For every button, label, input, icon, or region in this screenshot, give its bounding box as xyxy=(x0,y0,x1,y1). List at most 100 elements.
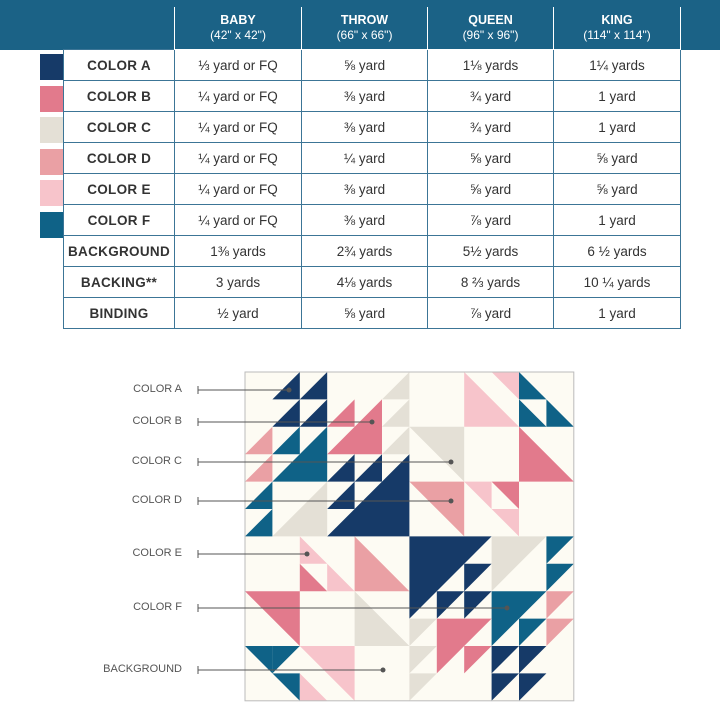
quilt-triangle-color-a xyxy=(327,481,355,509)
quilt-triangle-color-c xyxy=(491,536,547,592)
leader-dot xyxy=(286,387,292,393)
quilt-triangle-color-c xyxy=(382,372,410,400)
color-swatch xyxy=(40,180,63,207)
quilt-triangle-color-a xyxy=(491,646,519,674)
column-header-king: KING (114" x 114") xyxy=(553,7,681,50)
quilt-triangle-color-d xyxy=(245,454,273,482)
yardage-cell: 5½ yards xyxy=(427,235,554,267)
yardage-cell: 1 yard xyxy=(553,204,681,236)
column-header-throw: THROW (66" x 66") xyxy=(301,7,428,50)
quilt-triangle-color-a xyxy=(299,372,328,400)
row-label: COLOR A xyxy=(63,49,175,81)
quilt-triangle-color-f xyxy=(519,399,547,427)
fabric-requirements-table: BABY (42" x 42") THROW (66" x 66") QUEEN (96"… xyxy=(63,7,681,329)
yardage-cell: 1 yard xyxy=(553,80,681,112)
yardage-cell: ¼ yard or FQ xyxy=(174,204,302,236)
row-label: BACKING** xyxy=(63,266,175,298)
quilt-triangle-color-f xyxy=(519,618,547,646)
quilt-triangle-color-b xyxy=(491,481,519,509)
yardage-cell: ¾ yard xyxy=(427,80,554,112)
column-size: (114" x 114") xyxy=(583,28,651,42)
yardage-cell: ⅜ yard xyxy=(301,80,428,112)
quilt-triangle-color-e xyxy=(464,481,492,509)
yardage-cell: ¾ yard xyxy=(427,111,554,143)
diagram-label: COLOR C xyxy=(131,455,182,467)
quilt-triangle-color-c xyxy=(382,426,410,455)
quilt-triangle-color-a xyxy=(519,646,547,674)
yardage-cell: ¼ yard xyxy=(301,142,428,174)
leader-dot xyxy=(369,419,375,425)
column-size: (96" x 96") xyxy=(462,28,519,42)
quilt-triangle-color-d xyxy=(245,426,273,455)
quilt-triangle-color-f xyxy=(491,591,547,646)
quilt-triangle-color-a xyxy=(272,399,300,427)
column-size: (42" x 42") xyxy=(210,28,266,42)
yardage-cell: 1⅛ yards xyxy=(427,49,554,81)
leader-dot xyxy=(380,667,386,673)
color-swatch xyxy=(40,85,63,112)
yardage-cell: 4⅛ yards xyxy=(301,266,428,298)
yardage-cell: ⅝ yard xyxy=(301,297,428,329)
quilt-triangle-color-f xyxy=(245,646,273,674)
table-row: BINDING ½ yard ⅝ yard ⅞ yard 1 yard xyxy=(63,297,681,329)
table-row: BACKING** 3 yards 4⅛ yards 8 ⅔ yards 10 ¼ ya… xyxy=(63,266,681,298)
yardage-cell: 2¾ yards xyxy=(301,235,428,267)
yardage-cell: 6 ½ yards xyxy=(553,235,681,267)
yardage-cell: 1 yard xyxy=(553,297,681,329)
column-size: (66" x 66") xyxy=(336,28,393,42)
yardage-cell: ¼ yard or FQ xyxy=(174,173,302,205)
quilt-triangle-color-f xyxy=(245,481,273,509)
quilt-triangle-color-b xyxy=(464,646,492,674)
quilt-border xyxy=(244,371,575,702)
column-name: QUEEN xyxy=(468,13,513,27)
yardage-cell: ⅜ yard xyxy=(301,111,428,143)
color-swatch xyxy=(40,212,63,238)
column-name: THROW xyxy=(340,13,389,27)
diagram-label: COLOR E xyxy=(132,547,182,559)
quilt-triangle-color-f xyxy=(519,372,547,400)
column-name: BABY xyxy=(220,13,256,27)
quilt-triangle-color-f xyxy=(272,426,300,455)
quilt-triangle-color-e xyxy=(491,509,519,537)
yardage-cell: ⅝ yard xyxy=(553,173,681,205)
leader-dot xyxy=(504,605,510,611)
quilt-triangle-color-a xyxy=(354,454,382,482)
quilt-triangle-color-d xyxy=(546,618,574,646)
leader-dot xyxy=(448,459,454,465)
yardage-cell: ⅞ yard xyxy=(427,204,554,236)
quilt-triangle-color-a xyxy=(327,454,410,537)
quilt-triangle-color-f xyxy=(546,536,574,564)
color-swatch xyxy=(40,148,63,175)
column-header-baby: BABY (42" x 42") xyxy=(174,7,302,50)
leader-dot xyxy=(304,551,310,557)
leader-dot xyxy=(448,498,454,504)
yardage-cell: 1¼ yards xyxy=(553,49,681,81)
yardage-cell: ⅞ yard xyxy=(427,297,554,329)
color-swatch xyxy=(40,117,63,144)
yardage-cell: ¼ yard or FQ xyxy=(174,111,302,143)
quilt-triangle-color-e xyxy=(464,372,519,427)
quilt-triangle-color-f xyxy=(272,646,300,674)
quilt-triangle-color-c xyxy=(409,646,437,674)
row-label: COLOR C xyxy=(63,111,175,143)
quilt-triangle-color-f xyxy=(546,399,574,427)
diagram-label: COLOR B xyxy=(132,415,182,427)
table-header-row: BABY (42" x 42") THROW (66" x 66") QUEEN (96"… xyxy=(64,7,681,50)
diagram-label: BACKGROUND xyxy=(103,663,182,675)
quilt-triangle-color-a xyxy=(327,454,355,482)
yardage-cell: ½ yard xyxy=(174,297,302,329)
yardage-cell: 3 yards xyxy=(174,266,302,298)
quilt-triangle-color-a xyxy=(519,673,547,701)
quilt-triangle-color-c xyxy=(382,399,410,427)
quilt-triangle-color-f xyxy=(272,673,300,701)
color-swatch xyxy=(40,54,63,80)
yardage-cell: ¼ yard or FQ xyxy=(174,80,302,112)
diagram-label: COLOR D xyxy=(131,494,182,506)
quilt-triangle-color-b xyxy=(245,591,300,646)
